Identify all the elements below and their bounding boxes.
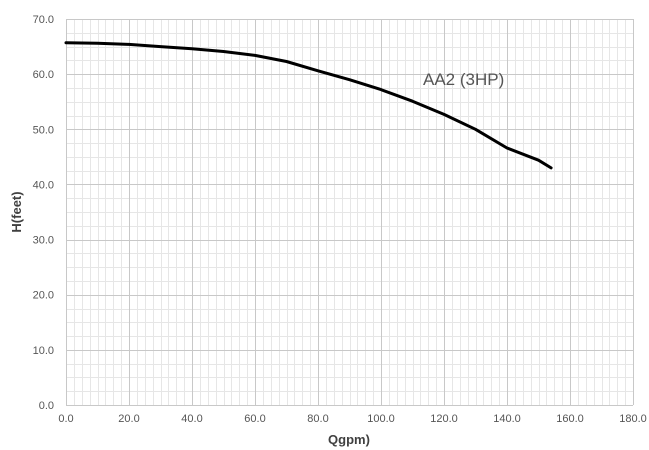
series-annotation: AA2 (3HP) [423,70,504,89]
x-tick-label: 160.0 [556,413,584,425]
y-tick-label: 0.0 [39,400,54,412]
y-tick-label: 10.0 [33,345,54,357]
x-tick-label: 180.0 [619,413,647,425]
y-tick-label: 50.0 [33,124,54,136]
x-tick-label: 40.0 [181,413,202,425]
x-tick-label: 100.0 [367,413,395,425]
x-tick-label: 140.0 [493,413,521,425]
minor-gridlines [66,19,634,406]
y-axis-tick-labels: 0.0 10.0 20.0 30.0 40.0 50.0 60.0 70.0 [33,14,54,412]
y-axis-title: H(feet) [9,191,24,232]
y-tick-label: 20.0 [33,290,54,302]
y-tick-label: 70.0 [33,14,54,26]
x-tick-label: 60.0 [244,413,265,425]
x-axis-title: Qgpm) [328,432,370,447]
y-tick-label: 40.0 [33,179,54,191]
x-tick-label: 80.0 [307,413,328,425]
x-tick-label: 120.0 [430,413,458,425]
x-tick-label: 0.0 [58,413,73,425]
major-gridlines [66,19,634,406]
x-tick-label: 20.0 [118,413,139,425]
series-line-aa2 [64,41,553,170]
x-axis-tick-labels: 0.0 20.0 40.0 60.0 80.0 100.0 120.0 140.0 160.0 1… [58,413,646,425]
y-tick-label: 60.0 [33,69,54,81]
y-tick-label: 30.0 [33,235,54,247]
